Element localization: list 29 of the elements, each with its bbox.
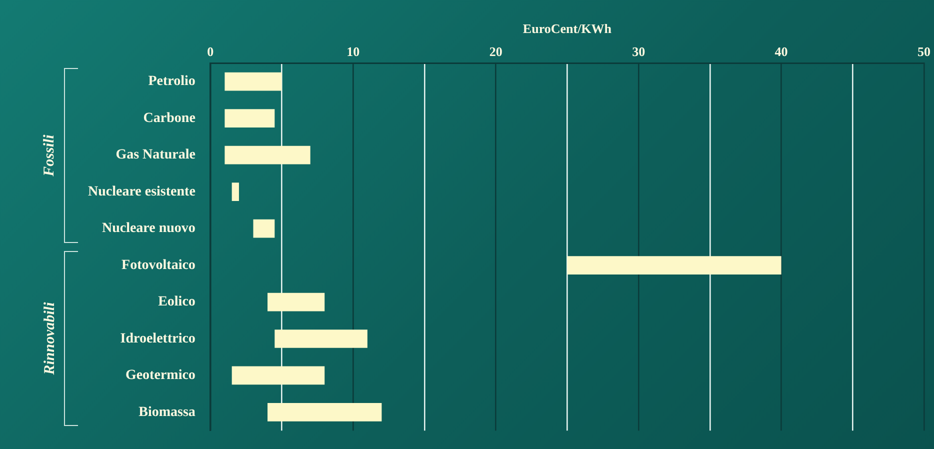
bar bbox=[268, 403, 382, 422]
y-tick-label: Fotovoltaico bbox=[122, 258, 196, 273]
x-axis-title: EuroCent/KWh bbox=[522, 21, 612, 36]
x-tick-label: 50 bbox=[918, 44, 930, 59]
bar bbox=[253, 219, 275, 238]
y-tick-label: Nucleare nuovo bbox=[102, 221, 196, 236]
bar bbox=[232, 182, 239, 201]
y-tick-label: Geotermico bbox=[125, 368, 196, 384]
y-tick-label: Idroelettrico bbox=[120, 331, 196, 346]
x-tick-label: 40 bbox=[774, 44, 788, 59]
bar bbox=[567, 256, 782, 274]
y-tick-label: Petrolio bbox=[148, 74, 196, 90]
bar bbox=[274, 330, 368, 348]
text: Fossili bbox=[41, 134, 58, 176]
bar bbox=[224, 109, 275, 128]
y-tick-label: Nucleare esistente bbox=[88, 184, 196, 200]
y-tick-label: Carbone bbox=[143, 110, 196, 126]
bar bbox=[224, 146, 310, 164]
bar bbox=[224, 72, 282, 91]
bar bbox=[232, 366, 325, 385]
y-tick-label: Gas Naturale bbox=[116, 148, 196, 163]
x-tick-label: 20 bbox=[489, 44, 502, 59]
y-tick-label: Eolico bbox=[158, 294, 196, 310]
x-tick-label: 0 bbox=[207, 44, 214, 59]
text: Rinnovabili bbox=[41, 302, 58, 376]
y-tick-label: Biomassa bbox=[138, 404, 196, 420]
x-tick-label: 10 bbox=[346, 44, 360, 59]
bar bbox=[268, 292, 325, 312]
x-tick-label: 30 bbox=[632, 44, 646, 59]
